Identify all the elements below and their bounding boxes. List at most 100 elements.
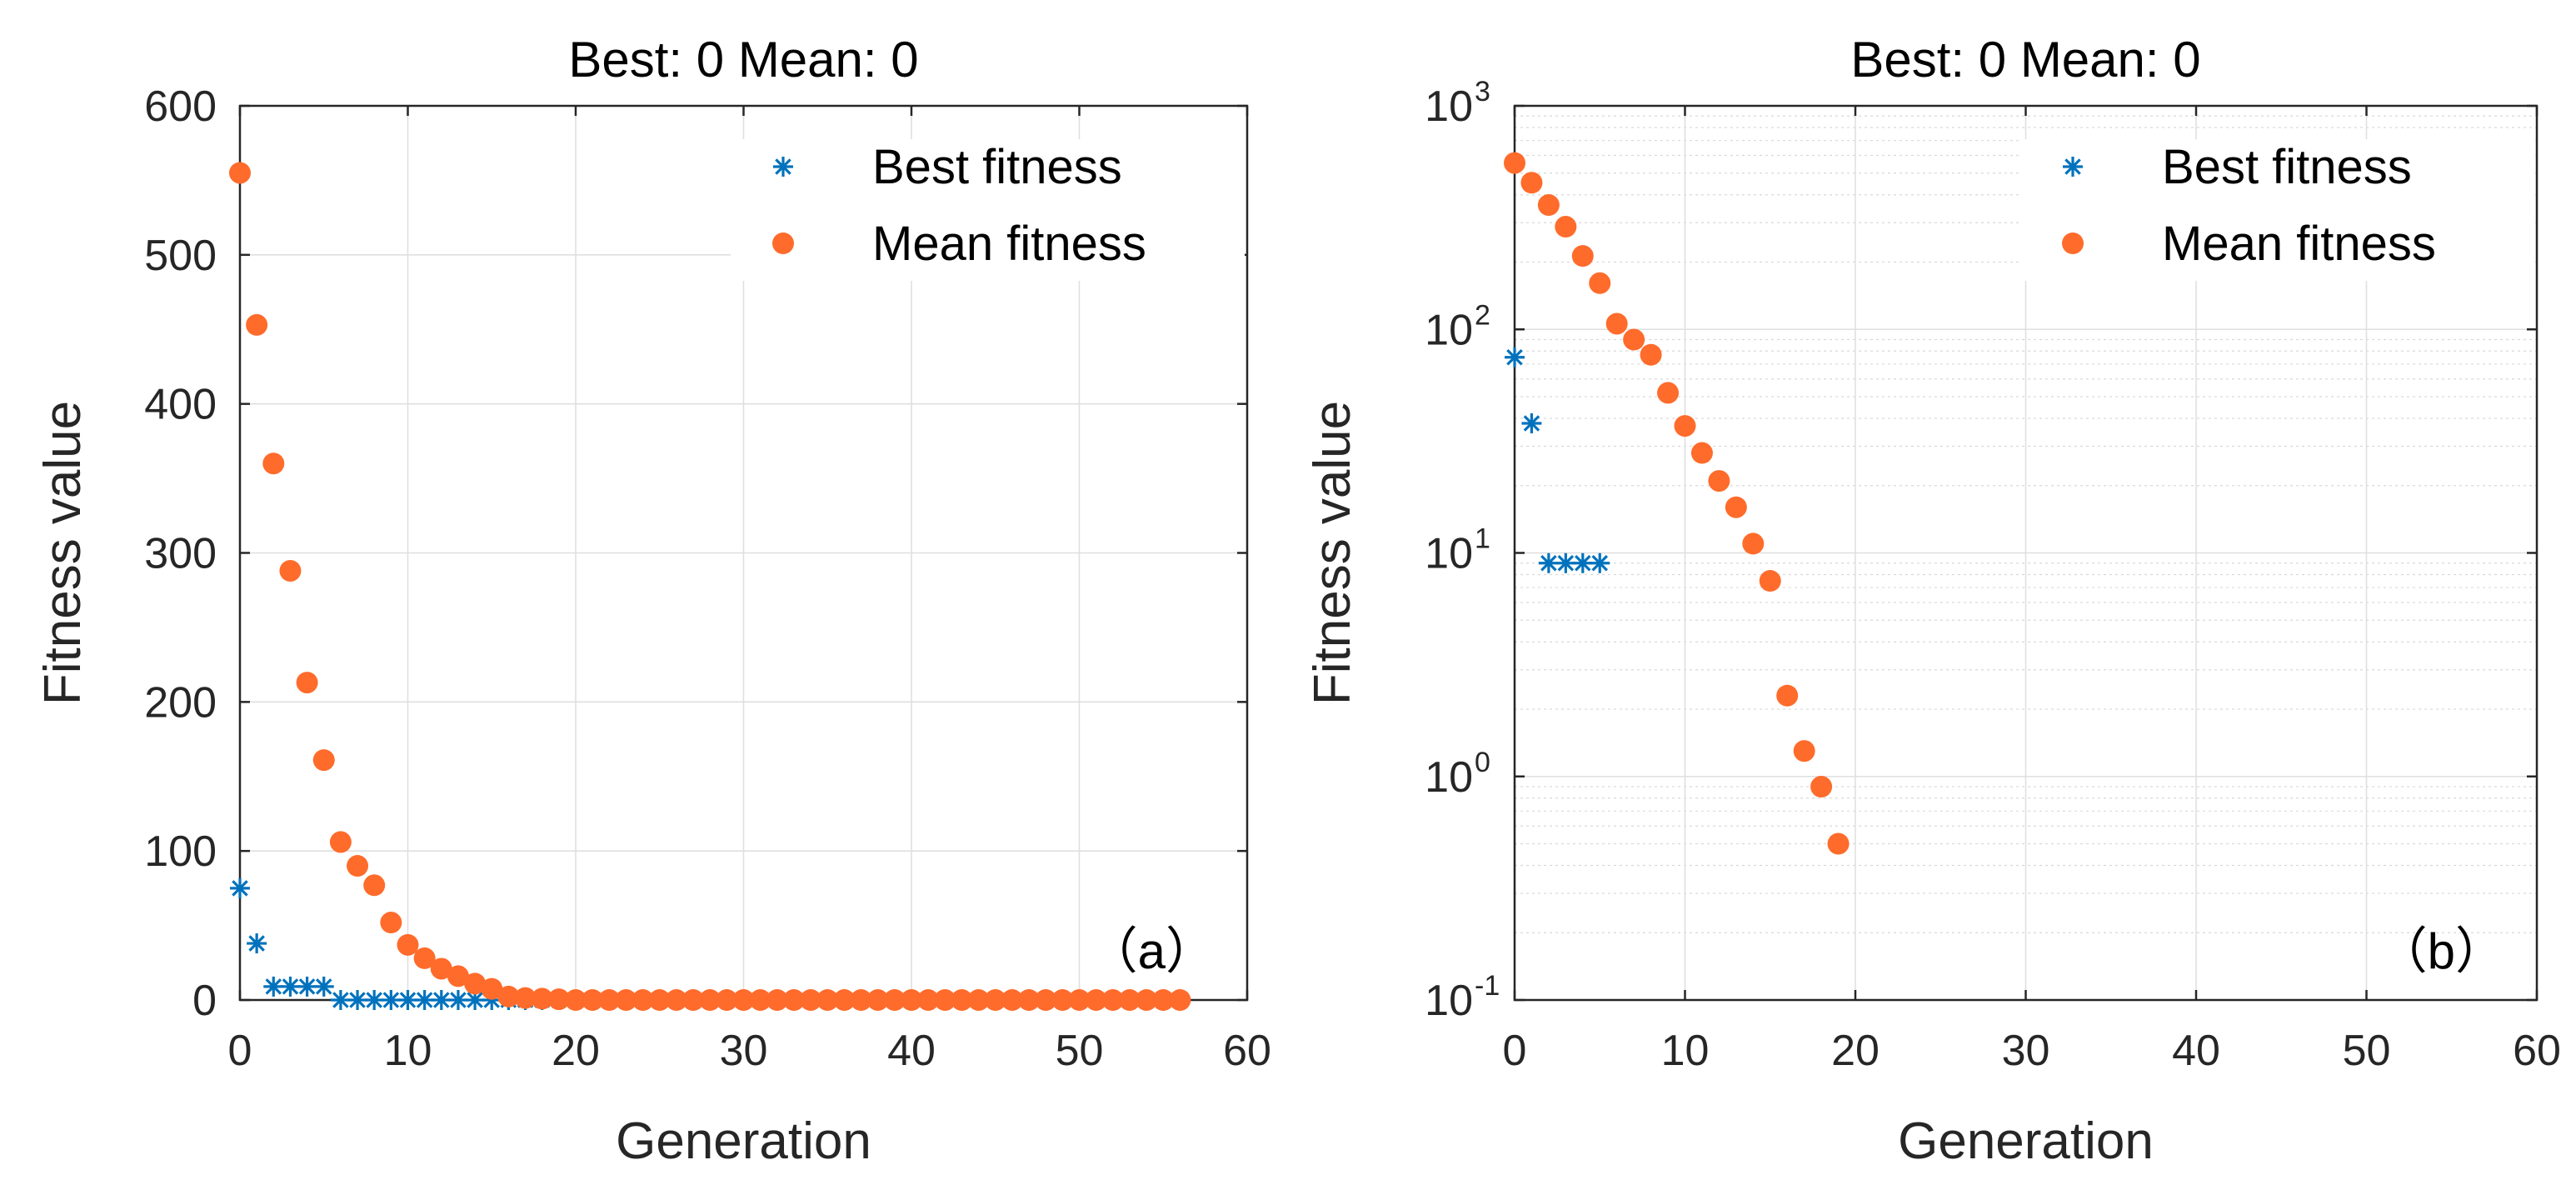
mean-fitness-point — [380, 912, 402, 934]
mean-fitness-point — [1742, 532, 1765, 555]
mean-fitness-point — [1018, 989, 1041, 1011]
x-tick-label: 0 — [1503, 1027, 1527, 1075]
mean-fitness-point — [447, 965, 469, 988]
mean-fitness-point — [1068, 989, 1091, 1011]
best-fitness-point — [297, 976, 317, 997]
y-tick-exponent: 1 — [1475, 523, 1490, 555]
chart-title-a: Best: 0 Mean: 0 — [568, 32, 918, 88]
mean-fitness-point — [397, 933, 419, 956]
mean-fitness-point — [1136, 989, 1158, 1011]
mean-fitness-point — [329, 831, 352, 853]
mean-fitness-point — [531, 988, 553, 1010]
best-fitness-point — [347, 990, 368, 1010]
mean-fitness-point — [1690, 442, 1713, 464]
legend-mean-marker — [772, 232, 794, 254]
y-tick-label: 10 — [1425, 306, 1473, 354]
mean-fitness-point — [1504, 152, 1525, 174]
data-points-b — [1504, 152, 1850, 855]
mean-fitness-point — [1001, 989, 1023, 1011]
mean-fitness-point — [363, 874, 386, 897]
mean-fitness-point — [296, 672, 318, 694]
mean-fitness-point — [464, 972, 487, 995]
x-tick-label: 50 — [2343, 1027, 2391, 1075]
mean-fitness-point — [598, 989, 621, 1011]
axes-box-b — [1513, 104, 2539, 1002]
mean-fitness-point — [749, 989, 771, 1011]
y-tick-label: 300 — [144, 530, 217, 578]
x-tick-label: 10 — [384, 1027, 432, 1075]
legend-best-marker — [2063, 157, 2083, 177]
mean-fitness-point — [1537, 194, 1560, 217]
x-axis-label-a: Generation — [616, 1112, 871, 1170]
y-axis-label-a: Fitness value — [34, 401, 92, 705]
mean-fitness-point — [934, 989, 956, 1011]
legend-a: Best fitness Mean fitness — [731, 139, 1245, 281]
mean-fitness-point — [1520, 172, 1543, 194]
mean-fitness-point — [1571, 245, 1594, 268]
best-fitness-point — [263, 976, 284, 997]
mean-fitness-point — [1674, 415, 1696, 438]
y-tick-label: 200 — [144, 678, 217, 727]
mean-fitness-point — [413, 947, 436, 969]
mean-fitness-point — [648, 989, 671, 1011]
best-fitness-point — [447, 990, 468, 1010]
best-fitness-point — [247, 933, 267, 954]
x-tick-label: 60 — [1223, 1027, 1271, 1075]
best-fitness-point — [364, 990, 385, 1010]
x-tick-label: 30 — [720, 1027, 768, 1075]
mean-fitness-point — [514, 987, 537, 1009]
mean-fitness-point — [665, 989, 687, 1011]
mean-fitness-point — [430, 958, 452, 980]
x-axis-label-b: Generation — [1898, 1112, 2154, 1170]
best-fitness-point — [414, 990, 435, 1010]
mean-fitness-point — [866, 989, 889, 1011]
mean-fitness-point — [229, 162, 251, 184]
mean-fitness-point — [312, 749, 335, 772]
mean-fitness-point — [1152, 989, 1175, 1011]
mean-fitness-point — [1759, 570, 1781, 592]
best-fitness-point — [1505, 347, 1525, 368]
y-tick-label: 10 — [1425, 82, 1473, 131]
legend-b: Best fitness Mean fitness — [2020, 139, 2534, 281]
best-fitness-point — [1538, 552, 1559, 573]
mean-fitness-point — [1623, 328, 1645, 351]
legend-best-marker — [773, 157, 793, 177]
mean-fitness-point — [262, 452, 285, 475]
mean-fitness-point — [1793, 740, 1815, 762]
x-tick-label: 40 — [2172, 1027, 2220, 1075]
y-tick-exponent: -1 — [1475, 970, 1500, 1002]
best-fitness-point — [1590, 552, 1610, 573]
y-tick-label: 10 — [1425, 753, 1473, 802]
y-tick-exponent: 0 — [1475, 747, 1490, 778]
mean-fitness-point — [732, 989, 755, 1011]
y-tick-label: 500 — [144, 232, 217, 280]
best-fitness-point — [397, 990, 418, 1010]
legend-mean-marker — [2062, 232, 2084, 254]
mean-fitness-point — [481, 978, 503, 1000]
mean-fitness-point — [800, 989, 822, 1011]
legend-best-label: Best fitness — [2162, 140, 2412, 194]
x-tick-label: 30 — [2002, 1027, 2050, 1075]
mean-fitness-point — [1605, 312, 1628, 335]
mean-fitness-point — [1640, 343, 1662, 366]
y-tick-exponent: 3 — [1475, 76, 1490, 108]
best-fitness-point — [330, 990, 351, 1010]
mean-fitness-point — [951, 989, 973, 1011]
mean-fitness-point — [901, 989, 922, 1011]
mean-fitness-point — [782, 989, 805, 1011]
best-fitness-point — [280, 976, 301, 997]
mean-fitness-point — [1776, 684, 1799, 707]
mean-fitness-point — [883, 989, 906, 1011]
mean-fitness-point — [967, 989, 990, 1011]
mean-fitness-point — [1555, 216, 1577, 238]
y-axis-label-b: Fitness value — [1304, 401, 1361, 705]
legend-best-label: Best fitness — [872, 140, 1122, 194]
mean-fitness-point — [816, 989, 839, 1011]
mean-fitness-point — [347, 855, 369, 878]
mean-fitness-point — [615, 989, 637, 1011]
legend-mean-label: Mean fitness — [872, 217, 1146, 271]
